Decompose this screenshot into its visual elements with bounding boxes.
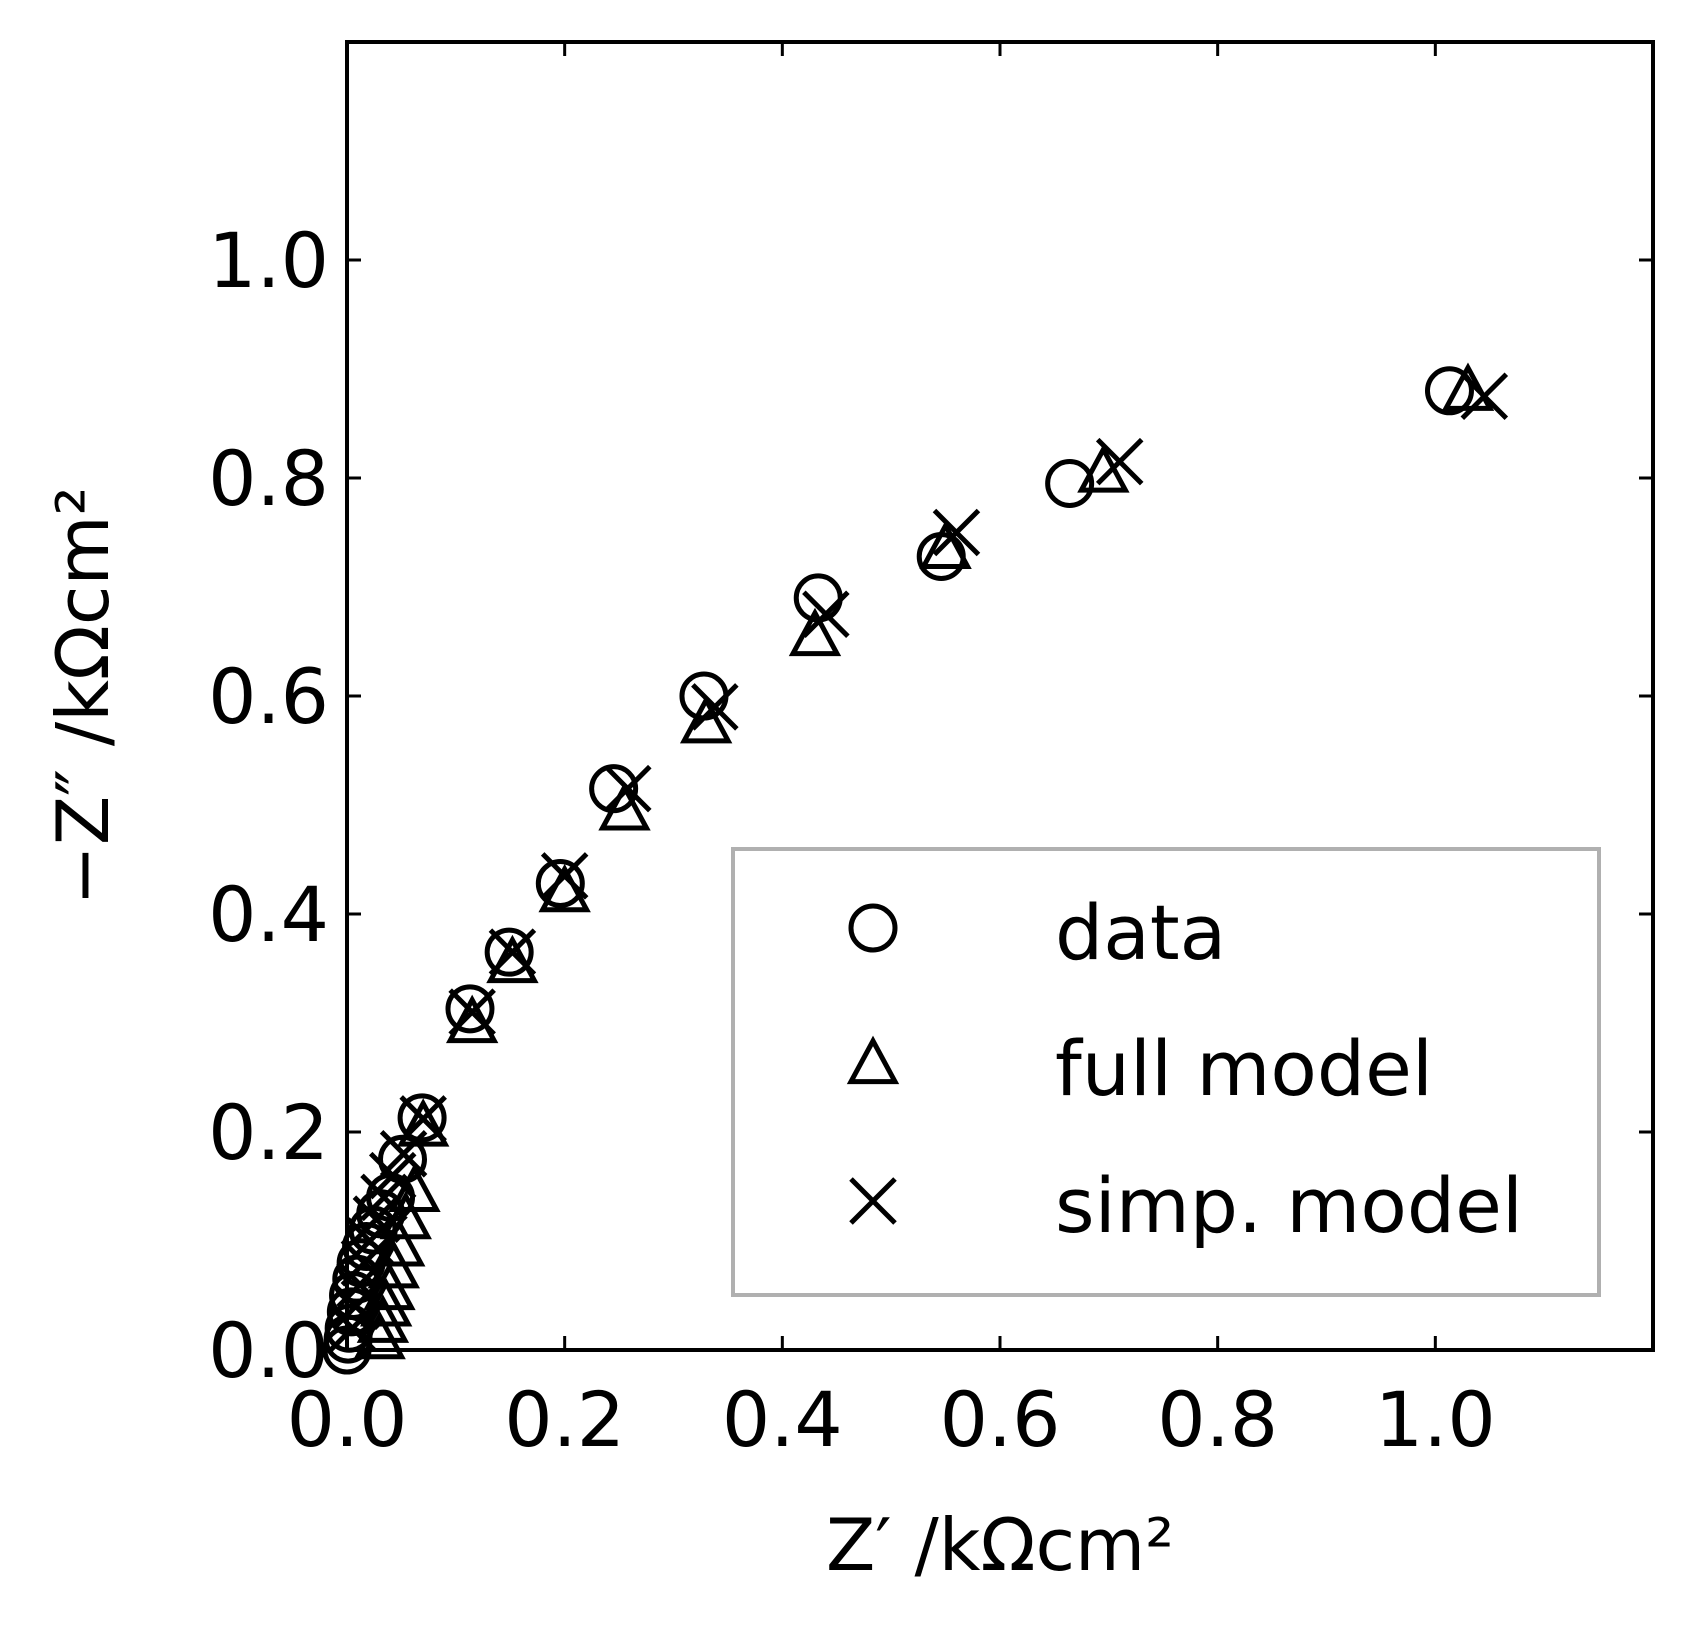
x-marker (379, 1130, 428, 1178)
legend-circle-icon (848, 903, 898, 953)
circle-marker (484, 927, 534, 977)
legend-box (731, 847, 1601, 1297)
x-marker (691, 683, 739, 731)
triangle-marker (373, 1218, 426, 1267)
legend-entry-label: data (1055, 888, 1226, 977)
y-tick-label: 0.6 (208, 652, 329, 741)
legend: data full model simp. model (731, 847, 1601, 1297)
x-marker (1095, 437, 1144, 486)
x-tick-label: 0.4 (722, 1375, 843, 1464)
triangle-marker (919, 520, 972, 569)
triangle-marker (353, 1310, 406, 1360)
x-tick-label: 0.0 (287, 1375, 408, 1464)
data-markers (322, 362, 1509, 1375)
x-marker (488, 928, 537, 976)
x-marker (932, 508, 981, 557)
x-marker (802, 590, 850, 639)
circle-marker (1424, 366, 1474, 416)
triangle-marker (598, 782, 651, 831)
x-marker (1460, 372, 1509, 421)
x-marker (399, 1095, 447, 1143)
x-axis-label: Z′ /kΩcm² (826, 1503, 1174, 1587)
triangle-marker (379, 1190, 432, 1240)
x-marker (540, 852, 589, 900)
y-axis-label: −Z″ /kΩcm² (41, 487, 125, 906)
series-x (328, 372, 1509, 1352)
circle-marker (535, 858, 585, 908)
y-tick-label: 0.4 (208, 870, 329, 959)
y-tick-label: 0.8 (208, 434, 329, 523)
triangle-marker (359, 1278, 413, 1327)
x-marker (328, 1304, 377, 1352)
x-tick-label: 1.0 (1375, 1375, 1496, 1464)
y-tick-label: 0.2 (208, 1088, 329, 1177)
circle-marker (1045, 458, 1095, 508)
legend-entry-label: full model (1055, 1024, 1433, 1113)
x-marker (604, 764, 652, 813)
x-marker (448, 988, 496, 1036)
legend-triangle-icon (846, 1035, 900, 1085)
y-tick-label: 0.0 (208, 1306, 329, 1395)
y-axis-ticks: 0.0 0.2 0.4 0.6 0.8 1.0 (208, 216, 1653, 1395)
legend-entry-label: simp. model (1055, 1161, 1523, 1250)
x-tick-label: 0.8 (1157, 1375, 1278, 1464)
triangle-marker (679, 694, 733, 744)
circle-marker (793, 573, 843, 623)
legend-x-icon (849, 1177, 897, 1225)
x-tick-label: 0.2 (504, 1375, 625, 1464)
y-tick-label: 1.0 (208, 216, 329, 305)
circle-marker (445, 984, 495, 1034)
x-tick-label: 0.6 (940, 1375, 1061, 1464)
triangle-marker (396, 1098, 450, 1147)
circle-marker (397, 1093, 447, 1143)
x-axis-ticks: 0.0 0.2 0.4 0.6 0.8 1.0 (287, 42, 1496, 1464)
